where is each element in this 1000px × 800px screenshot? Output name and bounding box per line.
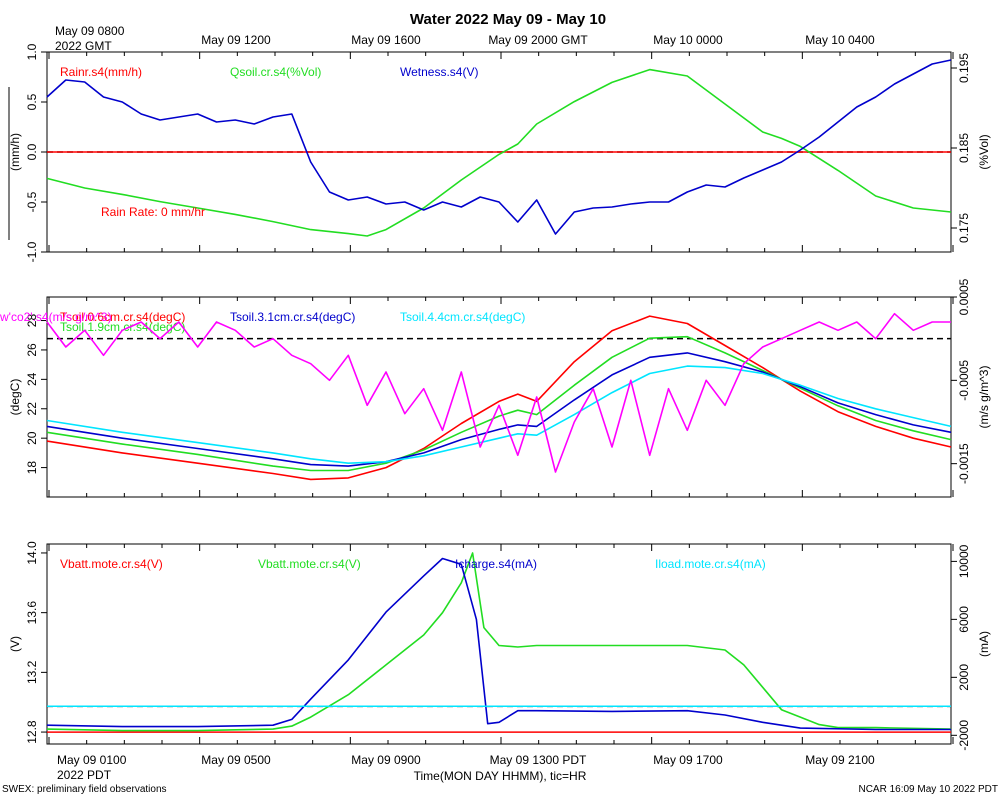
panel-2: 28 26 24 22 20 18 0.0005 -0.0005 -0.0015 (degC) (m… [0, 278, 991, 498]
y-tick-label-left: 13.2 [25, 660, 39, 684]
chart-title: Water 2022 May 09 - May 10 [410, 11, 606, 28]
y-axis-label-right: (mA) [977, 631, 991, 657]
y-tick-label-left: 12.8 [25, 720, 39, 744]
bottom-axis-first-label-line2: 2022 PDT [57, 768, 112, 782]
series-line-green [46, 552, 952, 732]
legend-label: Tsoil.1.9cm.cr.s4(degC) [60, 320, 185, 334]
bottom-axis-label: May 09 1300 PDT [490, 753, 587, 767]
bottom-axis-first-label-line1: May 09 0100 [57, 753, 127, 767]
y-axis-label-right: (m/s g/m^3) [977, 366, 991, 429]
series-line-cyan [46, 365, 952, 464]
y-tick-label-left: -1.0 [25, 241, 39, 262]
panels: 1.0 0.5 0.0 -0.5 -1.0 0.195 0.185 0.175 (mm/h) (%… [0, 33, 991, 767]
y-axis-label-right: (%Vol) [977, 134, 991, 169]
series-line-red [46, 315, 952, 481]
panel-1: 1.0 0.5 0.0 -0.5 -1.0 0.195 0.185 0.175 (mm/h) (%… [8, 43, 991, 262]
series-line-green [46, 335, 952, 472]
plot-frame [46, 543, 952, 745]
legend-label: Iload.mote.cr.s4(mA) [655, 557, 766, 571]
y-tick-label-right: 6000 [957, 606, 971, 633]
y-tick-label-left: 0.0 [25, 143, 39, 160]
legend-label: Wetness.s4(V) [400, 65, 478, 79]
plot-frame [46, 296, 952, 498]
legend-label: Tsoil.4.4cm.cr.s4(degC) [400, 310, 525, 324]
y-tick-label-left: 26 [25, 343, 39, 357]
y-tick-label-right: 0.195 [957, 53, 971, 83]
y-tick-label-left: 13.6 [25, 601, 39, 625]
y-tick-label-left: 0.5 [25, 93, 39, 110]
y-axis-label-left: (V) [8, 636, 22, 652]
legend-label: Qsoil.cr.s4(%Vol) [230, 65, 321, 79]
x-axis-label: Time(MON DAY HHMM), tic=HR [414, 769, 587, 783]
y-tick-label-left: 22 [25, 402, 39, 416]
series-line-magenta [46, 312, 951, 473]
y-tick-label-right: -0.0015 [957, 443, 971, 484]
top-axis-label: May 09 1600 [351, 33, 421, 47]
legend-label: Tsoil.0.6cm.cr.s4(degC) [60, 310, 185, 324]
y-tick-label-left: 20 [25, 431, 39, 445]
y-tick-label-left: 28 [25, 314, 39, 328]
y-axis-label-left: (mm/h) [8, 133, 22, 171]
rain-rate-annotation: Rain Rate: 0 mm/hr [101, 205, 205, 219]
y-tick-label-left: 18 [25, 461, 39, 475]
y-tick-label-right: -2000 [957, 720, 971, 751]
panel-3: 14.0 13.6 13.2 12.8 10000 6000 2000 -2000 (V) (mA… [8, 541, 991, 751]
top-axis-first-label-line2: 2022 GMT [55, 39, 112, 53]
legend-label: Vbatt.mote.cr.s4(V) [60, 557, 163, 571]
legend-label: Tsoil.3.1cm.cr.s4(degC) [230, 310, 355, 324]
legend-label: w'co2'.s4(m/s g/m^3) [0, 310, 112, 324]
legend-label: Vbatt.mote.cr.s4(V) [258, 557, 361, 571]
series-line-blue [46, 557, 951, 731]
series-line-green [46, 68, 952, 237]
top-axis-label: May 10 0400 [805, 33, 875, 47]
y-tick-label-left: 24 [25, 372, 39, 386]
y-tick-label-right: 10000 [957, 544, 971, 578]
y-tick-label-left: -0.5 [25, 191, 39, 212]
top-axis-label: May 10 0000 [653, 33, 723, 47]
legend-label: Rainr.s4(mm/h) [60, 65, 142, 79]
y-tick-label-right: 0.0005 [957, 278, 971, 315]
y-tick-label-left: 14.0 [25, 541, 39, 565]
y-tick-label-left: 1.0 [25, 43, 39, 60]
top-axis-first-label-line1: May 09 0800 [55, 24, 125, 38]
footer-left: SWEX: preliminary field observations [2, 784, 167, 795]
bottom-axis-label: May 09 0500 [201, 753, 271, 767]
top-axis-label: May 09 1200 [201, 33, 271, 47]
series-line-blue [46, 59, 952, 235]
series-line-blue [46, 352, 952, 467]
top-axis-label: May 09 2000 GMT [488, 33, 588, 47]
y-tick-label-right: 0.175 [957, 213, 971, 243]
bottom-axis-label: May 09 2100 [805, 753, 875, 767]
y-tick-label-right: -0.0005 [957, 360, 971, 401]
y-tick-label-right: 0.185 [957, 133, 971, 163]
legend-label: Icharge.s4(mA) [455, 557, 537, 571]
bottom-axis-label: May 09 0900 [351, 753, 421, 767]
y-tick-label-right: 2000 [957, 664, 971, 691]
bottom-axis-label: May 09 1700 [653, 753, 723, 767]
footer-right: NCAR 16:09 May 10 2022 PDT [858, 784, 998, 795]
y-axis-label-left: (degC) [8, 379, 22, 416]
